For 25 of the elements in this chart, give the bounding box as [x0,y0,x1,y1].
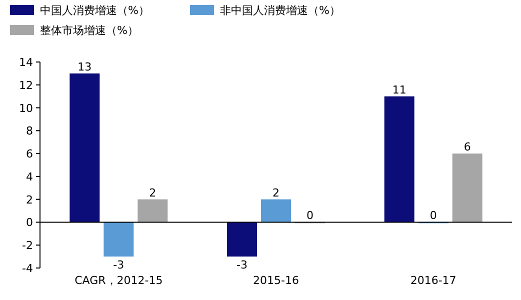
data-label: -3 [113,258,124,272]
data-label: 0 [306,209,314,222]
y-tick-label: 6 [26,148,33,161]
data-label: 6 [464,140,471,154]
y-tick-label: -4 [22,262,33,275]
data-label: 0 [430,209,437,222]
y-tick-label: -2 [22,239,33,252]
x-tick-label: 2016-17 [410,274,456,287]
legend-label: 中国人消费增速（%） [40,4,150,17]
legend-label: 整体市场增速（%） [40,24,138,37]
y-tick-label: 4 [26,170,33,184]
x-tick-label: 2015-16 [253,274,299,287]
legend-label: 非中国人消费增速（%） [220,4,340,17]
data-label: 2 [149,186,156,200]
data-label: 11 [392,83,406,96]
x-tick-label: CAGR，2012-15 [74,274,163,287]
y-tick-label: 12 [19,78,33,92]
y-tick-label: 0 [26,216,33,230]
y-tick-label: 2 [26,193,33,206]
data-label: 2 [272,186,280,200]
data-label: -3 [236,258,248,272]
y-tick-label: 8 [26,124,33,138]
data-label: 13 [78,60,92,74]
y-tick-label: 14 [19,56,33,69]
y-tick-label: 10 [19,102,33,115]
